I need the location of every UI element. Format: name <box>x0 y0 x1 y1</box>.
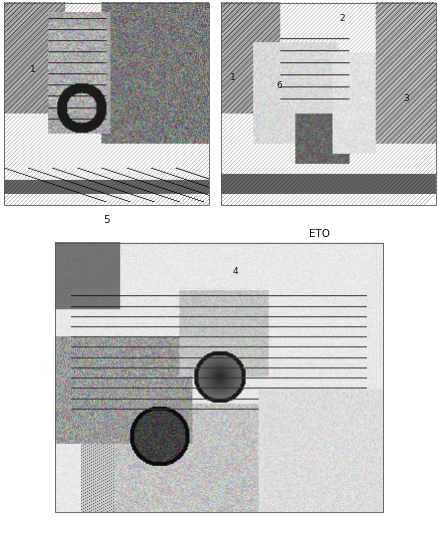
Bar <box>221 3 436 205</box>
Text: ETO: ETO <box>309 229 330 239</box>
Bar <box>4 3 209 205</box>
Text: 2: 2 <box>339 14 345 23</box>
Text: 5: 5 <box>103 215 110 225</box>
Text: 1: 1 <box>30 65 35 74</box>
Bar <box>55 243 383 512</box>
Text: 6: 6 <box>276 81 282 90</box>
Text: 4: 4 <box>232 268 238 276</box>
Text: 3: 3 <box>403 94 409 103</box>
Text: 1: 1 <box>230 73 236 82</box>
